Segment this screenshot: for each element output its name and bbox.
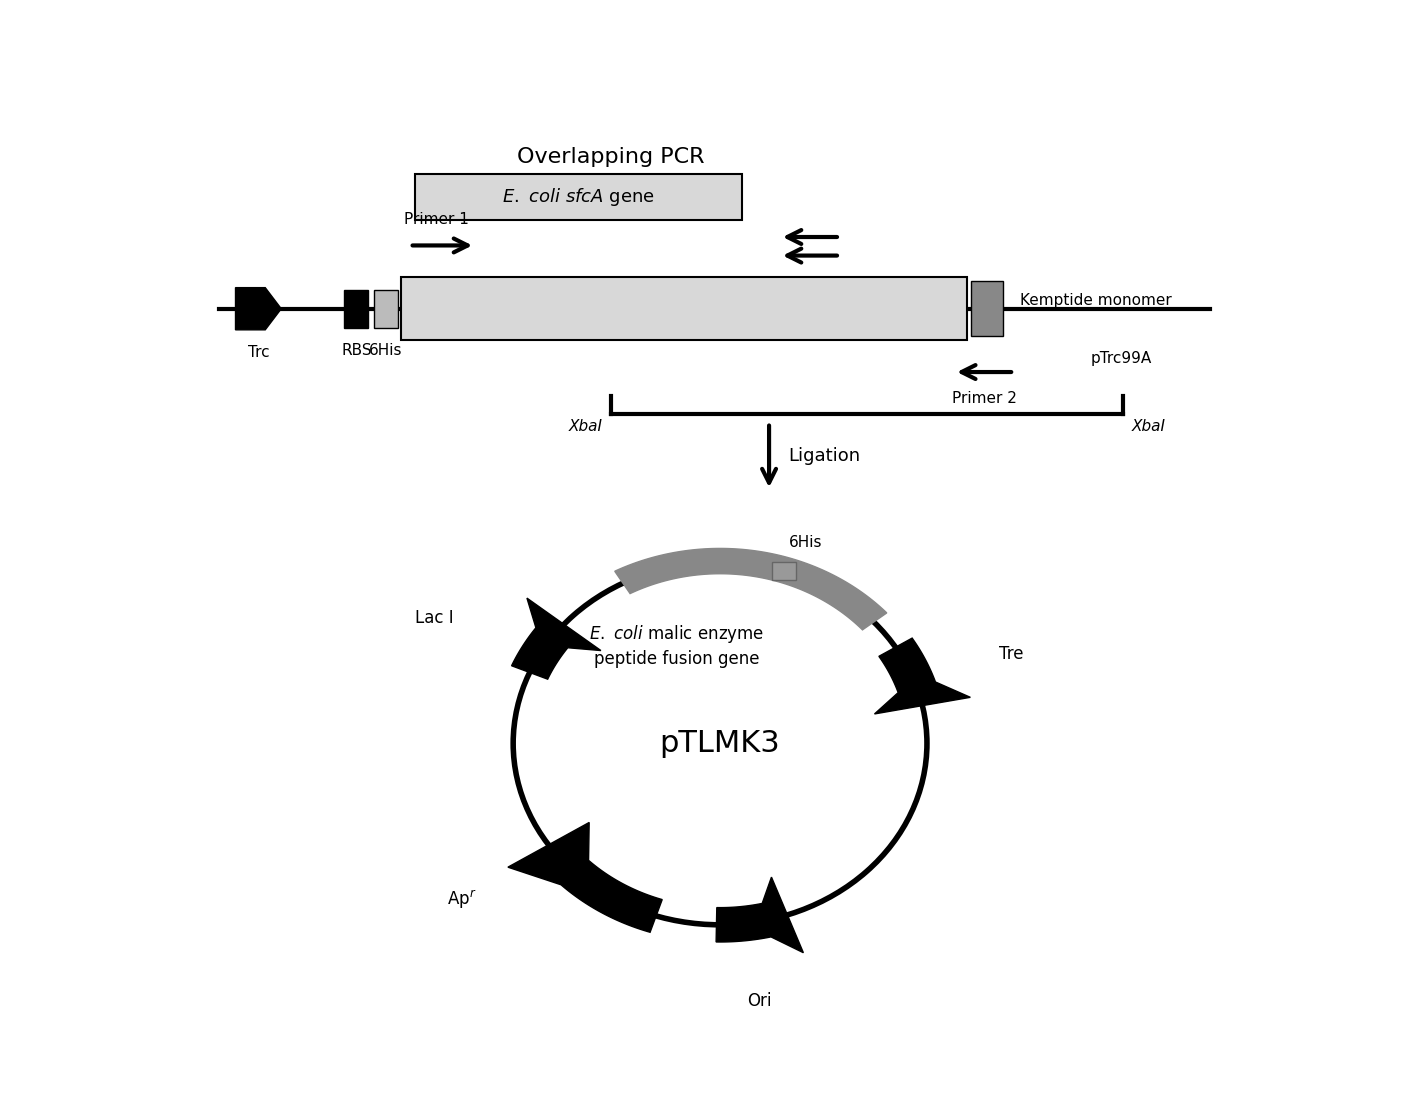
Bar bbox=[416, 173, 742, 220]
Text: Tre: Tre bbox=[999, 644, 1023, 663]
Text: pTLMK3: pTLMK3 bbox=[660, 729, 780, 757]
Polygon shape bbox=[615, 548, 887, 630]
Bar bbox=[344, 289, 368, 328]
Text: XbaI: XbaI bbox=[569, 420, 603, 434]
Polygon shape bbox=[509, 822, 662, 933]
Polygon shape bbox=[717, 877, 804, 952]
Text: Ligation: Ligation bbox=[788, 447, 861, 466]
Text: peptide fusion gene: peptide fusion gene bbox=[594, 650, 759, 667]
Text: Primer 1: Primer 1 bbox=[405, 212, 469, 227]
Bar bbox=[400, 277, 967, 341]
Text: 6His: 6His bbox=[790, 535, 822, 550]
Polygon shape bbox=[511, 598, 601, 680]
Text: Ap$^r$: Ap$^r$ bbox=[447, 889, 476, 912]
Bar bbox=[374, 289, 398, 328]
Text: $\it{E.\ coli}$ $\it{sfcA}$ gene: $\it{E.\ coli}$ $\it{sfcA}$ gene bbox=[502, 186, 655, 208]
Text: 6His: 6His bbox=[370, 343, 402, 358]
Polygon shape bbox=[236, 287, 281, 330]
Text: Kemptide monomer: Kemptide monomer bbox=[1020, 293, 1172, 308]
Bar bbox=[971, 282, 1003, 336]
Text: Lac I: Lac I bbox=[414, 609, 454, 627]
Text: Ori: Ori bbox=[747, 992, 771, 1011]
Polygon shape bbox=[874, 638, 971, 713]
Text: Primer 2: Primer 2 bbox=[951, 390, 1017, 406]
Text: pTrc99A: pTrc99A bbox=[1090, 351, 1152, 366]
Text: Overlapping PCR: Overlapping PCR bbox=[517, 147, 705, 167]
Text: $\it{E.\ coli}$ malic enzyme: $\it{E.\ coli}$ malic enzyme bbox=[589, 623, 764, 644]
Text: Trc: Trc bbox=[247, 345, 270, 359]
Text: RBS: RBS bbox=[341, 343, 372, 358]
Bar bbox=[773, 561, 795, 580]
Text: XbaI: XbaI bbox=[1131, 420, 1166, 434]
